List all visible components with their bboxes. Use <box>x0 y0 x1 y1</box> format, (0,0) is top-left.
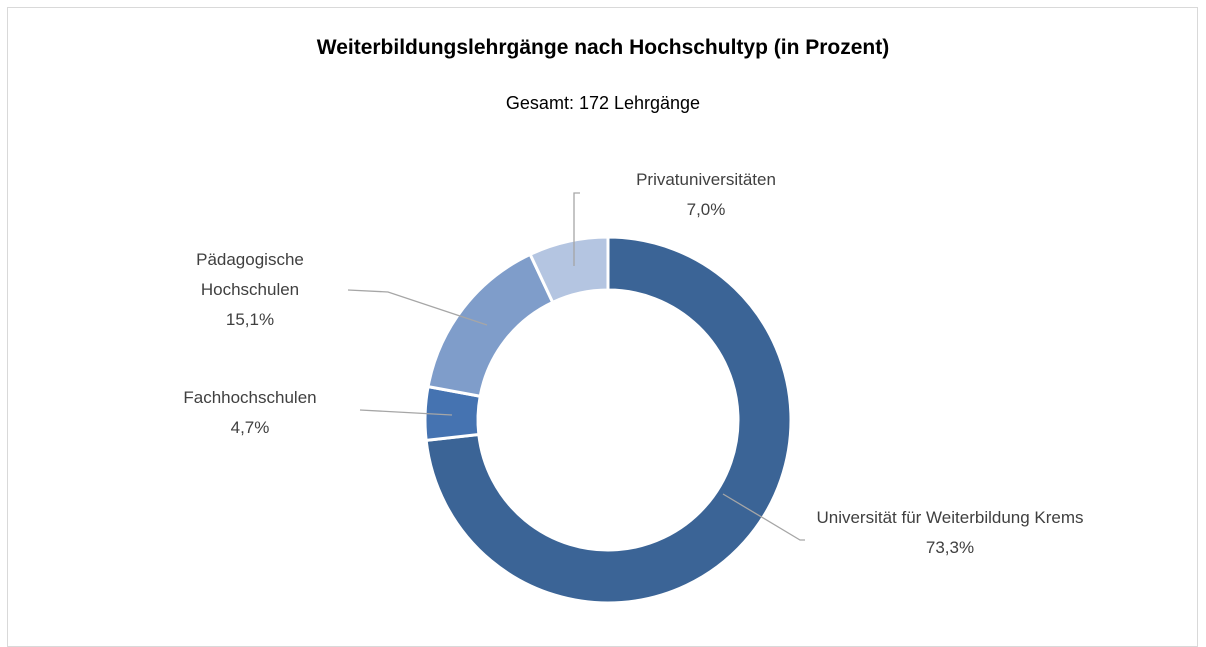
value-label: 7,0% <box>686 200 726 219</box>
value-label: 15,1% <box>225 310 275 329</box>
leader-line <box>573 192 580 266</box>
donut <box>423 235 793 605</box>
category-label: Pädagogische Hochschulen <box>196 250 304 299</box>
chart-subtitle: Gesamt: 172 Lehrgänge <box>505 93 701 113</box>
donut-segment <box>528 235 610 305</box>
data-label: Pädagogische Hochschulen 15,1% <box>170 245 330 335</box>
donut-segment <box>424 235 793 605</box>
leader-line <box>722 493 805 541</box>
chart-title: Weiterbildungslehrgänge nach Hochschulty… <box>316 36 890 59</box>
category-label: Privatuniversitäten <box>636 170 776 189</box>
data-label: Privatuniversitäten 7,0% <box>596 165 816 225</box>
donut-segment <box>426 252 555 399</box>
data-label: Universität für Weiterbildung Krems 73,3% <box>800 503 1100 563</box>
data-label: Fachhochschulen 4,7% <box>150 383 350 443</box>
leader-line <box>347 289 488 326</box>
category-label: Universität für Weiterbildung Krems <box>816 508 1084 527</box>
category-label: Fachhochschulen <box>183 388 317 407</box>
leader-lines <box>347 192 805 541</box>
leader-line <box>359 409 453 416</box>
value-label: 4,7% <box>230 418 270 437</box>
value-label: 73,3% <box>925 538 975 557</box>
